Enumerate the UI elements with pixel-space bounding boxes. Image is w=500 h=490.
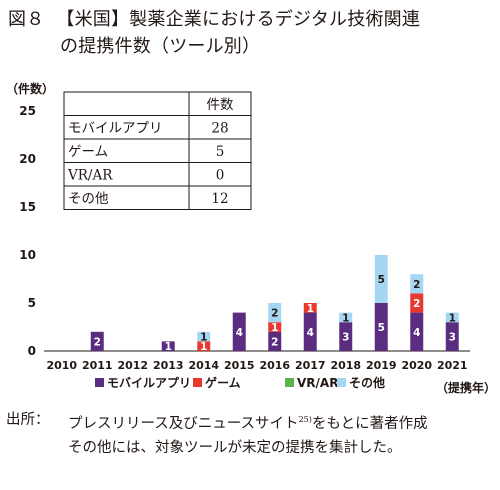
legend-entry: ゲーム (205, 375, 241, 390)
legend-entry: モバイルアプリ (107, 375, 191, 390)
y-axis-label: （件数） (6, 81, 54, 96)
x-tick-label: 2017 (295, 359, 326, 372)
data-label: 2 (94, 336, 101, 348)
legend-swatch (285, 378, 294, 387)
table-cell-value: 28 (211, 121, 228, 137)
y-tick-label: 25 (19, 104, 36, 118)
inset-table (63, 91, 252, 210)
data-label: 1 (449, 312, 456, 324)
y-tick-label: 0 (28, 344, 36, 358)
x-tick-label: 2014 (188, 359, 219, 372)
legend-swatch (193, 378, 202, 387)
bar-segment (445, 322, 459, 351)
data-label: 4 (236, 327, 243, 339)
title-line-1: 【米国】製薬企業におけるデジタル技術関連 (56, 9, 421, 30)
table-cell-label: モバイルアプリ (68, 121, 163, 137)
x-tick-label: 2010 (46, 359, 77, 372)
bar-segment (268, 303, 282, 323)
data-label: 3 (342, 332, 349, 344)
source-text: プレスリリース及びニュースサイト (68, 416, 299, 432)
data-label: 2 (271, 336, 278, 348)
bar-segment (268, 331, 282, 351)
data-label: 5 (378, 322, 385, 334)
bar-segment (374, 303, 388, 351)
table-cell-value: 5 (216, 144, 225, 160)
legend-entry: VR/AR (297, 376, 338, 390)
x-tick-label: 2020 (401, 359, 432, 372)
bar-segment (410, 293, 424, 313)
bar-segment (339, 322, 353, 351)
legend-swatch (95, 378, 104, 387)
table-header: 件数 (207, 97, 234, 113)
y-tick-label: 10 (19, 248, 36, 262)
figure-number: 図８ (8, 9, 45, 30)
bar-segment (197, 331, 211, 342)
x-tick-label: 2013 (153, 359, 184, 372)
bar-segment (410, 312, 424, 351)
legend-entry: その他 (349, 375, 385, 390)
table-cell-label: ゲーム (68, 144, 108, 160)
x-axis-label: （提携年） (436, 380, 496, 395)
data-label: 5 (378, 274, 385, 286)
data-label: 1 (200, 332, 207, 344)
table-cell-label: その他 (68, 191, 109, 207)
data-label: 2 (413, 279, 420, 291)
table-cell-value: 12 (211, 191, 228, 207)
y-tick-label: 5 (28, 296, 36, 310)
x-tick-label: 2016 (259, 359, 290, 372)
data-label: 2 (271, 308, 278, 320)
bar-segment (268, 322, 282, 332)
bar-segment (445, 312, 459, 323)
data-label: 1 (342, 312, 349, 324)
source-text-cont: をもとに著者作成 (311, 416, 428, 432)
x-tick-label: 2018 (330, 359, 361, 372)
x-tick-label: 2019 (366, 359, 397, 372)
data-label: 2 (413, 298, 420, 310)
bar-segment (303, 312, 317, 351)
table-cell-label: VR/AR (67, 168, 113, 184)
bar-segment (197, 341, 211, 351)
data-label: 4 (307, 327, 314, 339)
bar-segment (232, 312, 246, 351)
y-tick-label: 20 (19, 152, 36, 166)
bar-segment (90, 331, 104, 351)
x-tick-label: 2011 (82, 359, 113, 372)
data-label: 4 (413, 327, 420, 339)
data-label: 3 (449, 332, 456, 344)
data-label: 1 (271, 322, 278, 334)
source-footnote-ref: 25) (298, 415, 312, 424)
x-tick-label: 2012 (117, 359, 148, 372)
data-label: 1 (200, 341, 207, 353)
figure-title: 図８ 【米国】製薬企業におけるデジタル技術関連 の提携件数（ツール別） (8, 6, 494, 60)
bar-segment (303, 303, 317, 313)
source-remark: その他には、対象ツールが未定の提携を集計した。 (68, 440, 402, 456)
bar-segment (410, 274, 424, 294)
data-label: 1 (307, 303, 314, 315)
x-tick-label: 2021 (437, 359, 468, 372)
title-line-2: の提携件数（ツール別） (60, 36, 261, 57)
legend-swatch (337, 378, 346, 387)
table-cell-value: 0 (216, 168, 225, 184)
bar-segment (339, 312, 353, 323)
bar-segment (161, 341, 175, 351)
x-tick-label: 2015 (224, 359, 255, 372)
bar-segment (374, 255, 388, 303)
source-label: 出所： (6, 412, 50, 428)
data-label: 1 (165, 341, 172, 353)
y-tick-label: 15 (19, 200, 36, 214)
